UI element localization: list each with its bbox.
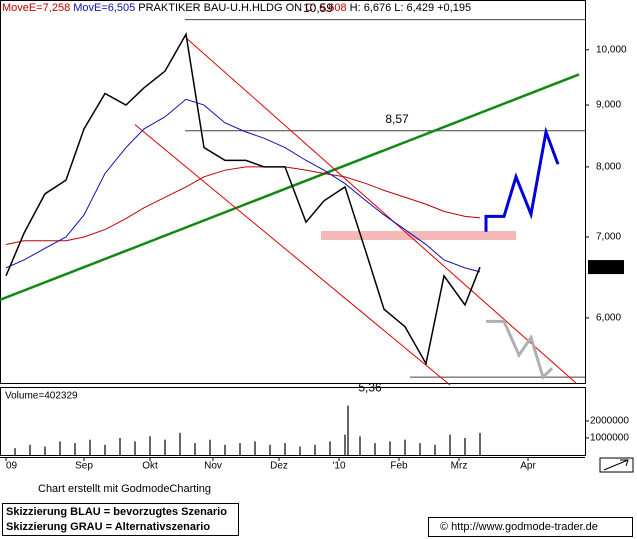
header-item: PRAKTIKER BAU-U.H.HLDG ON (138, 2, 302, 14)
header-item: MoveE=7,258 (2, 2, 70, 14)
y-tick-label: 8,000 (596, 162, 621, 173)
x-tick-label: Okt (142, 461, 158, 472)
volume-bar (464, 437, 466, 455)
legend-gray: Skizzierung GRAU = Alternativszenario (6, 521, 210, 533)
scenario (484, 126, 560, 232)
trendline (134, 124, 451, 386)
volume-bar (224, 444, 226, 455)
x-tick-label: Apr (520, 461, 536, 472)
header: MoveE=7,258 MovE=6,505 PRAKTIKER BAU-U.H.H… (2, 2, 471, 14)
y-tick-label: 9,000 (596, 100, 621, 111)
trendline (185, 37, 577, 384)
site: © http://www.godmode-trader.de (440, 521, 598, 533)
volume-bar (449, 434, 451, 455)
price-frame (0, 0, 586, 384)
scenario (486, 319, 554, 380)
volume-bar (374, 443, 376, 455)
level-label: 5,36 (358, 380, 382, 394)
x-tick-label: Sep (75, 461, 93, 472)
series-line (5, 166, 481, 246)
series-line (5, 98, 481, 273)
x-tick-label: Feb (390, 461, 408, 472)
x-tick-label: Dez (270, 461, 288, 472)
y-tick-label: 2000000 (590, 416, 629, 427)
volume-bar (164, 439, 166, 455)
volume-bar (419, 443, 421, 455)
volume-bar (284, 443, 286, 455)
y-tick-label: 10,000 (596, 44, 627, 55)
header-item: H: 6,676 L: 6,429 +0,195 (350, 2, 471, 14)
x-tick-label: 09 (6, 461, 18, 472)
credit: Chart erstellt mit GodmodeCharting (38, 483, 211, 495)
volume-bar (344, 434, 346, 455)
volume-bar (149, 436, 151, 455)
volume-bar (104, 444, 106, 455)
price-tag-box (588, 260, 624, 275)
icon (599, 457, 634, 473)
volume-bar (209, 439, 211, 455)
site-box (428, 517, 633, 537)
volume-bar (29, 444, 31, 455)
volume-bar (194, 443, 196, 455)
price-tag: 6,608 (591, 262, 616, 273)
volume-frame (0, 387, 586, 456)
volume-bar (329, 441, 331, 455)
header-item: MovE=6,505 (73, 2, 135, 14)
volume-bar (14, 448, 16, 455)
volume-bar (89, 439, 91, 455)
trendline (0, 73, 580, 302)
level-label: 8,57 (385, 112, 409, 126)
icon-arrow (603, 459, 629, 471)
level-label: 10,59 (303, 1, 333, 15)
volume-bar (59, 441, 61, 455)
x-tick-label: Nov (204, 461, 222, 472)
volume-bar (44, 446, 46, 455)
header-item: C: 6,608 (305, 2, 347, 14)
volume-bar (434, 444, 436, 455)
zone (321, 231, 516, 240)
volume-bar (239, 443, 241, 455)
volume-bar (179, 432, 181, 455)
x-tick-label: '10 (332, 461, 345, 472)
volume-bar (119, 437, 121, 455)
series-line (5, 32, 481, 366)
volume-bar (134, 441, 136, 455)
volume-bar (314, 444, 316, 455)
y-tick-label: 7,000 (596, 232, 621, 243)
volume-bar (389, 441, 391, 455)
volume-bar (479, 432, 481, 455)
y-tick-label: 6,000 (596, 313, 621, 324)
volume-bar (299, 446, 301, 455)
volume-bar (404, 439, 406, 455)
volume-bar (347, 405, 349, 455)
legend-box (2, 503, 239, 536)
volume-bar (359, 436, 361, 455)
volume-title: Volume=402329 (5, 391, 78, 402)
volume-bar (254, 441, 256, 455)
legend-blue: Skizzierung BLAU = bevorzugtes Szenario (6, 506, 227, 518)
x-tick-label: Mrz (451, 461, 468, 472)
volume-bar (269, 444, 271, 455)
y-tick-label: 1000000 (590, 433, 629, 444)
volume-bar (74, 443, 76, 455)
